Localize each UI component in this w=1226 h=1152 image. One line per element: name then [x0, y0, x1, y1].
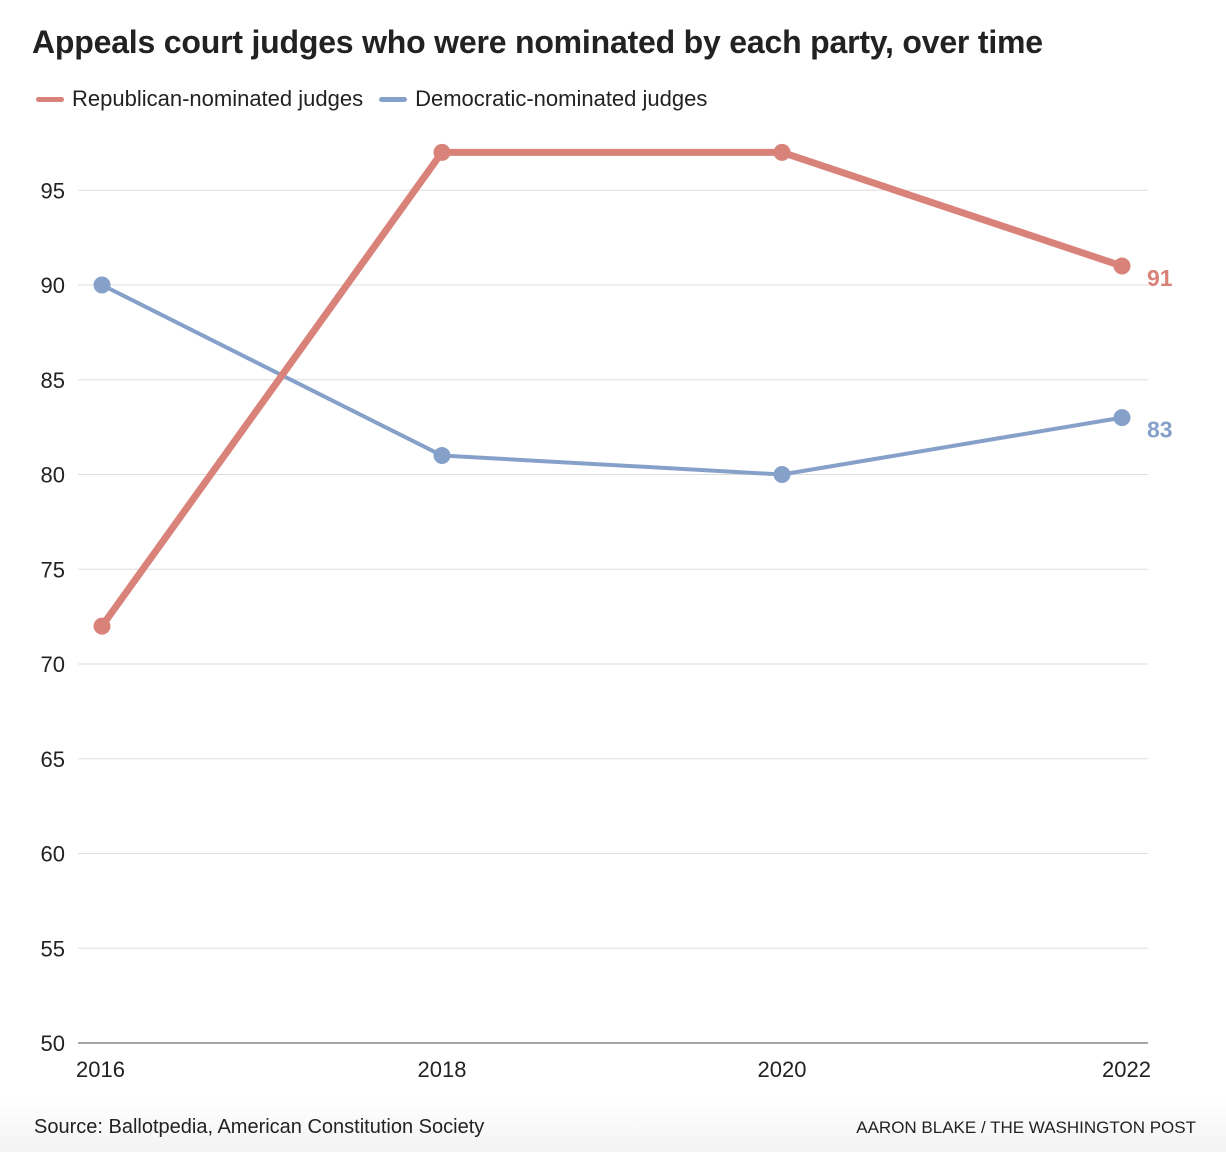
- x-tick-label-2020: 2020: [758, 1057, 807, 1082]
- series-line-republican: [98, 148, 1126, 630]
- chart-title: Appeals court judges who were nominated …: [32, 24, 1043, 60]
- data-point-democratic-2020: [773, 466, 791, 483]
- end-label-democratic: 83: [1147, 417, 1173, 443]
- series-line-democratic: [100, 283, 1124, 477]
- y-tick-label-60: 60: [41, 842, 65, 867]
- end-label-republican: 91: [1147, 265, 1173, 291]
- y-tick-label-65: 65: [41, 747, 65, 772]
- y-tick-label-75: 75: [41, 557, 65, 582]
- y-tick-label-70: 70: [41, 652, 65, 677]
- data-point-republican-2018: [433, 143, 451, 161]
- y-tick-label-50: 50: [41, 1031, 65, 1056]
- y-tick-label-95: 95: [41, 178, 65, 203]
- chart-legend: Republican-nominated judges Democratic-n…: [36, 86, 723, 112]
- legend-item-democratic: Democratic-nominated judges: [379, 86, 707, 112]
- x-tick-label-2016: 2016: [76, 1057, 125, 1082]
- x-tick-label-2022: 2022: [1102, 1057, 1151, 1082]
- legend-swatch-democratic: [379, 96, 408, 102]
- y-tick-label-55: 55: [41, 936, 65, 961]
- y-tick-label-85: 85: [41, 368, 65, 393]
- y-tick-label-80: 80: [41, 463, 65, 488]
- legend-label-republican: Republican-nominated judges: [72, 86, 364, 111]
- legend-item-republican: Republican-nominated judges: [36, 86, 363, 112]
- data-point-democratic-2022: [1113, 409, 1131, 427]
- data-point-democratic-2016: [93, 276, 111, 294]
- footer-band: [0, 1100, 1226, 1152]
- legend-label-democratic: Democratic-nominated judges: [415, 86, 708, 111]
- y-tick-label-90: 90: [41, 273, 65, 298]
- data-point-republican-2016: [93, 617, 111, 635]
- legend-swatch-republican: [36, 96, 64, 102]
- source-note: Source: Ballotpedia, American Constituti…: [34, 1116, 485, 1138]
- data-point-democratic-2018: [433, 447, 451, 465]
- x-tick-label-2018: 2018: [418, 1057, 467, 1082]
- data-point-republican-2022: [1113, 257, 1131, 275]
- line-chart: 50 55 60 65 70 75 80 85 90 95 2016 2018 2020 2022 83 91: [41, 143, 1173, 1082]
- credit-line: AARON BLAKE / THE WASHINGTON POST: [856, 1118, 1196, 1137]
- data-point-republican-2020: [773, 143, 791, 161]
